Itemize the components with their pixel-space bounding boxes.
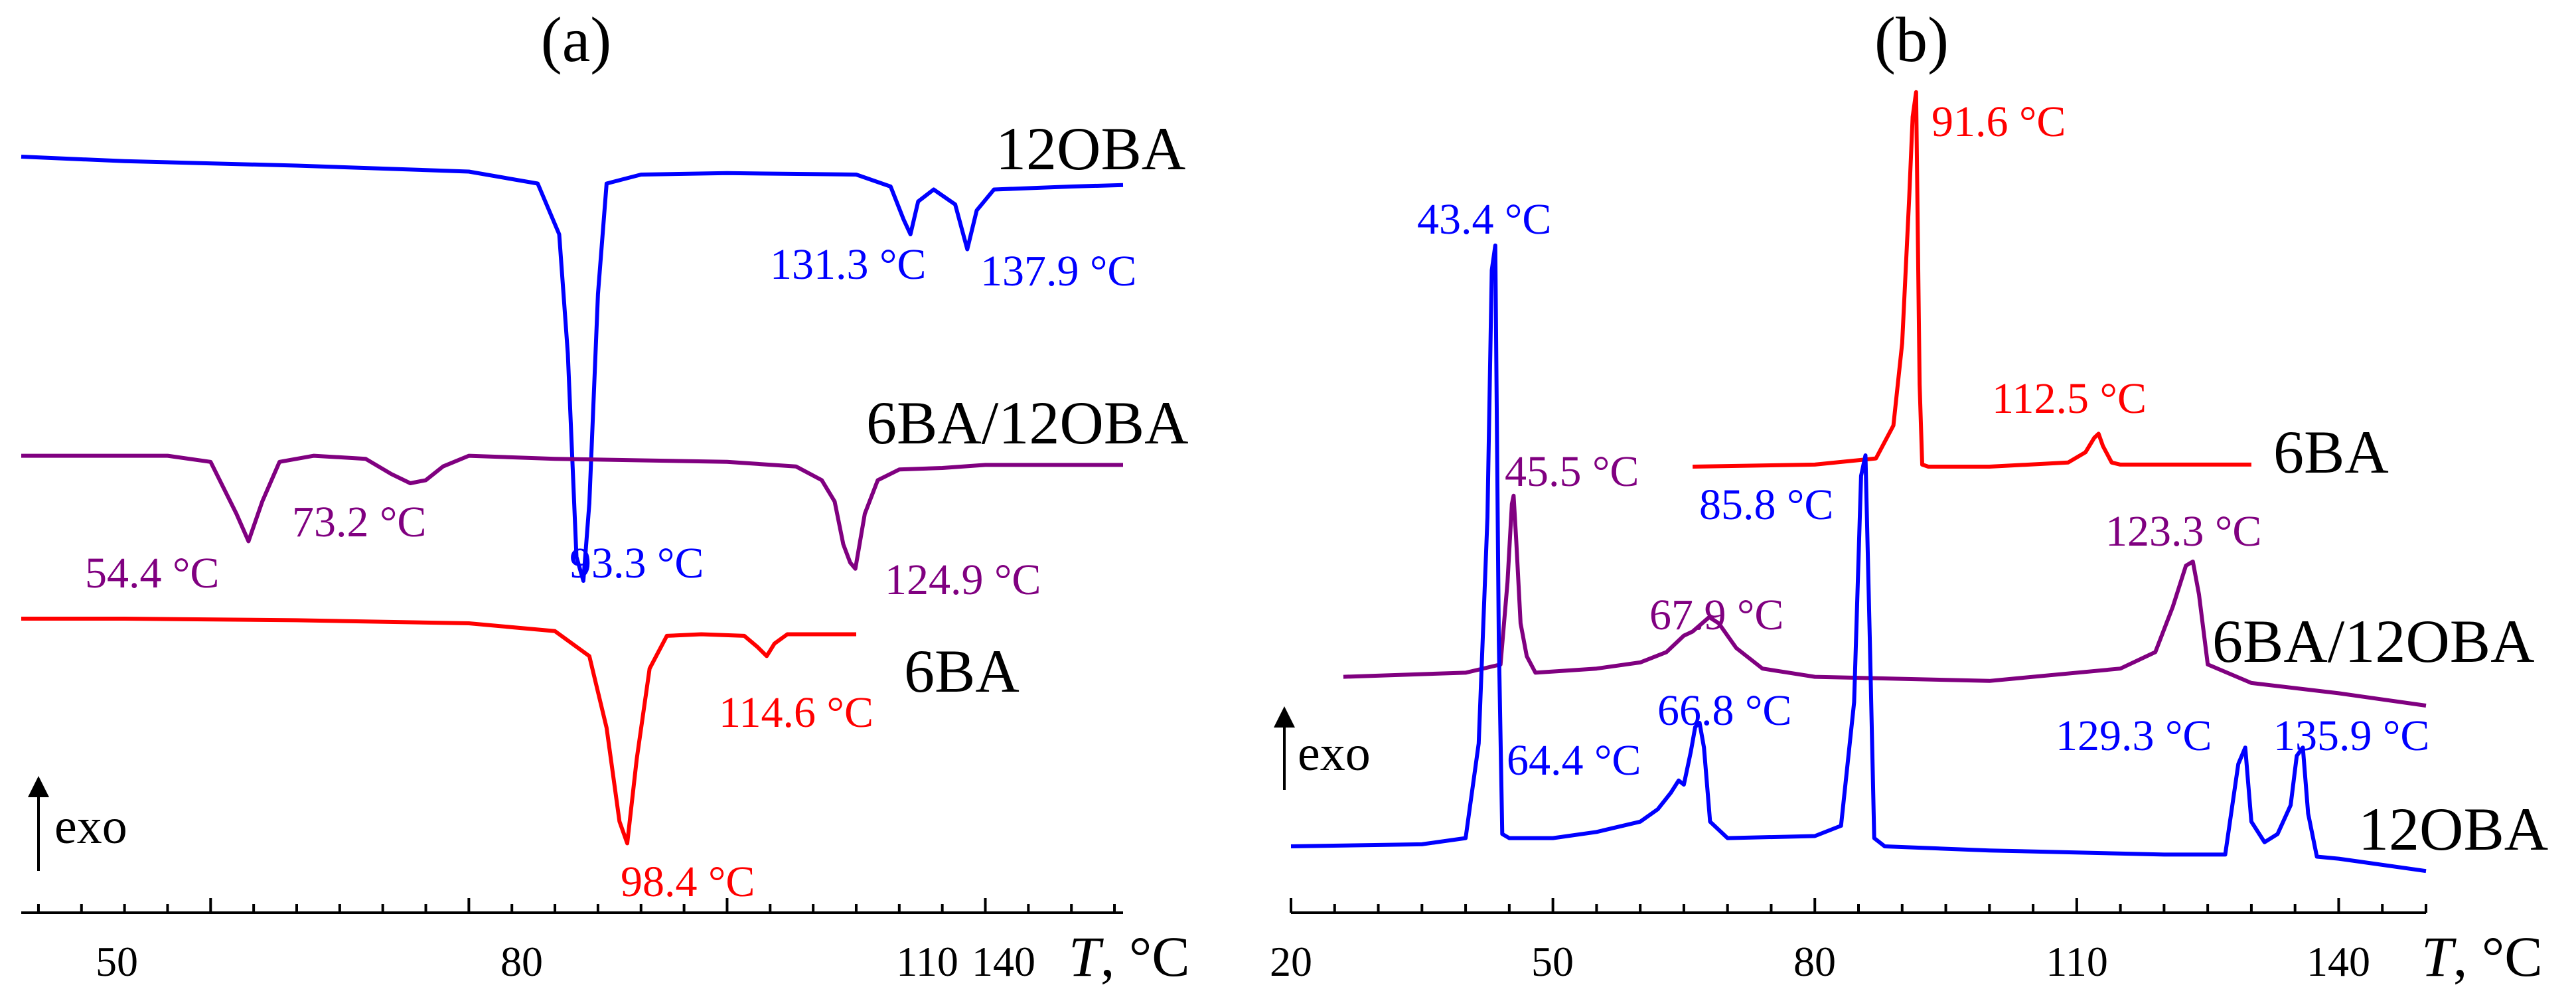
panel-a-exo-indicator: exo (28, 776, 127, 871)
panel-b-peak-label-67-9: 67.9 °C (1649, 591, 1783, 639)
panel-b-ticks (1290, 898, 2427, 913)
panel-a-tick-label-140: 140 (972, 938, 1035, 985)
panel-b-exo-label: exo (1298, 726, 1371, 781)
panel-b-peak-label-112-5: 112.5 °C (1992, 374, 2147, 423)
panel-b-tick-label-140: 140 (2307, 938, 2370, 985)
panel-b-axis-title: T, °C (2421, 925, 2543, 988)
panel-b-label: (b) (1874, 4, 1949, 75)
panel-a-exo-label: exo (54, 799, 127, 854)
panel-a-series-label-12oba: 12OBA (996, 115, 1185, 183)
panel-a-series-label-6ba-12oba: 6BA/12OBA (866, 389, 1189, 457)
panel-a-ticks (37, 898, 1116, 913)
panel-a-peak-label-137-9: 137.9 °C (980, 247, 1136, 295)
panel-b-curve-6ba (1693, 90, 2251, 469)
panel-a-axis: 50 80 110 140 T, °C (21, 898, 1190, 988)
panel-b-series-label-6ba-12oba: 6BA/12OBA (2212, 607, 2535, 675)
panel-a-tick-label-110: 110 (896, 938, 958, 985)
panel-b-exo-indicator: exo (1274, 706, 1371, 790)
panel-a-axis-title-unit: , °C (1100, 925, 1190, 988)
panel-b-series-label-6ba: 6BA (2273, 418, 2389, 486)
panel-b-peak-label-45-5: 45.5 °C (1505, 447, 1639, 496)
panel-a-series-labels: 12OBA 6BA/12OBA 6BA (866, 115, 1189, 705)
panel-a-peak-label-114-6: 114.6 °C (719, 688, 873, 737)
panel-a-curve-6ba-12oba (21, 453, 1123, 571)
panel-b-peak-labels: 91.6 °C 112.5 °C 43.4 °C 45.5 °C 85.8 °C… (1417, 98, 2429, 785)
panel-b-peak-label-66-8: 66.8 °C (1657, 686, 1791, 735)
panel-b: (b) 20 50 80 110 140 T, °C exo 6BA 6BA/1… (1270, 4, 2548, 988)
panel-b-peak-label-123-3: 123.3 °C (2105, 507, 2261, 556)
panel-b-tick-label-50: 50 (1531, 938, 1574, 985)
panel-b-peak-label-91-6: 91.6 °C (1932, 98, 2066, 146)
panel-b-peak-label-129-3: 129.3 °C (2056, 712, 2212, 760)
panel-a-peak-label-73-2: 73.2 °C (292, 498, 426, 546)
panel-b-axis-title-var: T (2421, 925, 2457, 988)
panel-a-peak-labels: 131.3 °C 137.9 °C 93.3 °C 54.4 °C 73.2 °… (85, 240, 1136, 906)
panel-b-series-labels: 6BA 6BA/12OBA 12OBA (2212, 418, 2548, 863)
panel-b-tick-label-20: 20 (1270, 938, 1312, 985)
panel-a-peak-label-54-4: 54.4 °C (85, 549, 219, 597)
panel-b-series-label-12oba: 12OBA (2358, 795, 2548, 863)
panel-a-axis-title-var: T (1069, 925, 1104, 988)
panel-a-peak-label-98-4: 98.4 °C (621, 858, 755, 906)
panel-a-peak-label-131-3: 131.3 °C (770, 240, 926, 289)
panel-b-peak-label-43-4: 43.4 °C (1417, 195, 1551, 244)
panel-b-tick-label-110: 110 (2046, 938, 2108, 985)
panel-b-curve-6ba-12oba (1343, 493, 2427, 708)
panel-a-label: (a) (541, 4, 612, 75)
panel-b-tick-label-80: 80 (1793, 938, 1836, 985)
panel-b-axis: 20 50 80 110 140 T, °C (1270, 898, 2543, 988)
panel-b-curve-12oba (1290, 243, 2427, 874)
panel-b-peak-label-64-4: 64.4 °C (1507, 736, 1641, 785)
panel-a-axis-title: T, °C (1069, 925, 1190, 988)
panel-a-curve-6ba (21, 617, 856, 846)
panel-a-series-label-6ba: 6BA (904, 637, 1020, 705)
panel-a-tick-labels: 50 80 110 140 (96, 938, 1035, 985)
panel-a-curve-12oba (21, 155, 1124, 583)
panel-a-tick-label-50: 50 (96, 938, 138, 985)
panel-b-peak-label-85-8: 85.8 °C (1699, 481, 1833, 529)
panel-a-tick-label-80: 80 (500, 938, 543, 985)
panel-a-peak-label-124-9: 124.9 °C (885, 556, 1041, 604)
panel-a: (a) 50 80 110 140 T, °C exo 12OBA 6BA/12… (21, 4, 1190, 988)
panel-b-tick-labels: 20 50 80 110 140 (1270, 938, 2370, 985)
panel-b-peak-label-135-9: 135.9 °C (2273, 712, 2429, 760)
panel-b-axis-title-unit: , °C (2453, 925, 2543, 988)
panel-a-peak-label-93-3: 93.3 °C (569, 539, 704, 587)
